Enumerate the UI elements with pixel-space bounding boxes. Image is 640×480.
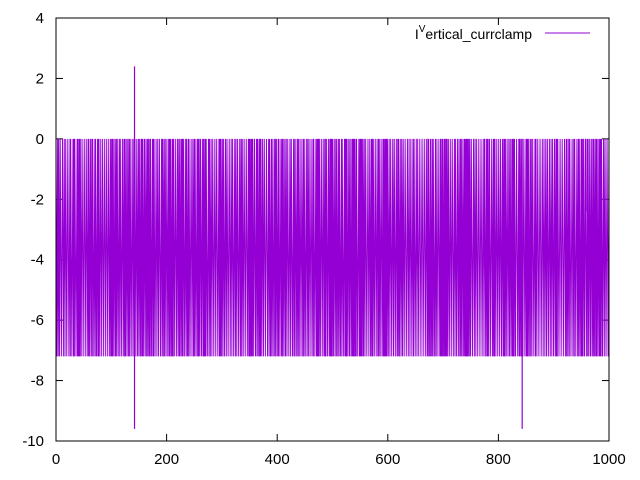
ticks-layer: -10 -8 -6 -4 -2 0 2 4 0 200 400 600 800 1000 [22,10,625,468]
x-tick-label: 600 [375,451,400,468]
y-tick-label: -6 [31,312,44,329]
legend: IVertical_currclamp [415,24,590,42]
y-tick-label: -10 [22,433,44,450]
series-layer [55,66,610,429]
legend-name-superscript: V [419,24,426,35]
y-tick-label: 2 [36,70,44,87]
x-tick-label: 800 [486,451,511,468]
y-tick-label: -4 [31,252,44,269]
x-tick-label: 400 [265,451,290,468]
x-tick-label: 1000 [592,451,625,468]
legend-name-main: I [415,26,419,42]
series-line [55,138,610,357]
x-tick-label: 0 [52,451,60,468]
plot-frame [55,17,610,442]
x-tick-label: 200 [154,451,179,468]
y-tick-label: -2 [31,191,44,208]
legend-name-rest: ertical_currclamp [425,26,532,42]
y-tick-label: 4 [36,10,44,27]
legend-label: IVertical_currclamp [415,24,532,42]
y-tick-label: 0 [36,131,44,148]
y-tick-label: -8 [31,373,44,390]
